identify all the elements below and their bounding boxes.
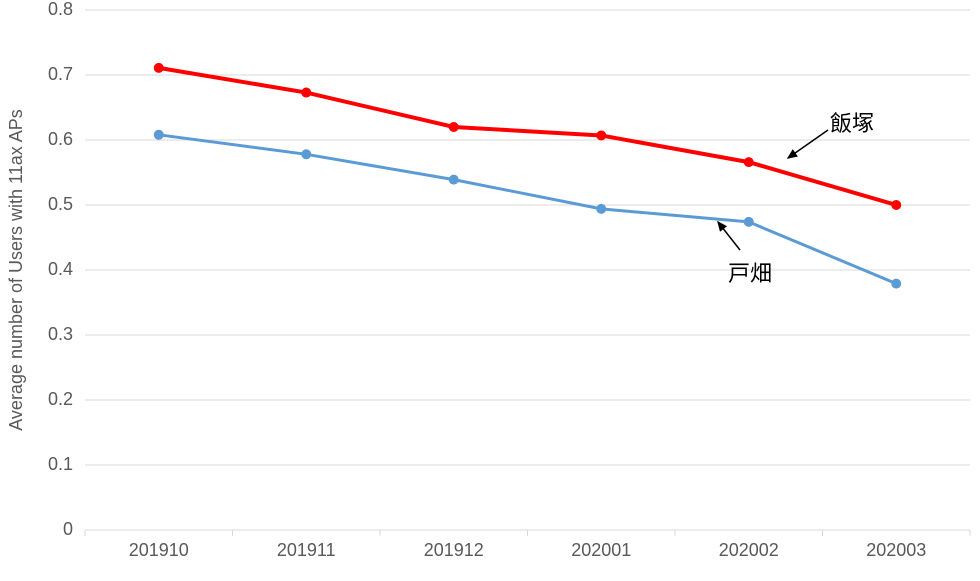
series-marker-tobata	[891, 279, 901, 289]
chart-annotations: 飯塚戸畑	[718, 111, 874, 286]
annotation-arrow	[788, 130, 828, 158]
x-tick-label: 202002	[719, 540, 779, 560]
x-tick-label: 201912	[424, 540, 484, 560]
series-marker-tobata	[301, 149, 311, 159]
annotation-label: 戸畑	[728, 261, 772, 286]
x-tick-label: 201911	[277, 540, 336, 560]
y-tick-label: 0.7	[48, 64, 73, 84]
y-tick-label: 0	[63, 519, 73, 539]
series-marker-iizuka	[449, 122, 459, 132]
y-tick-label: 0.8	[48, 0, 73, 19]
series-marker-iizuka	[596, 130, 606, 140]
series-marker-iizuka	[154, 63, 164, 73]
series-line-tobata	[159, 135, 897, 284]
series-line-iizuka	[159, 68, 897, 205]
series-marker-iizuka	[301, 88, 311, 98]
series-marker-tobata	[744, 217, 754, 227]
y-tick-label: 0.3	[48, 324, 73, 344]
x-tick-label: 202003	[866, 540, 926, 560]
annotation-arrow	[718, 222, 740, 250]
gridlines	[85, 10, 970, 530]
y-tick-label: 0.4	[48, 259, 73, 279]
y-tick-label: 0.6	[48, 129, 73, 149]
y-axis-ticks: 0 0.1 0.2 0.3 0.4 0.5 0.6 0.7 0.8	[48, 0, 73, 539]
series-marker-tobata	[449, 175, 459, 185]
x-tick-label: 202001	[571, 540, 631, 560]
series-marker-iizuka	[744, 157, 754, 167]
x-axis-ticks: 201910 201911 201912 202001 202002 202003	[129, 540, 927, 560]
line-chart: 00.10.20.30.40.50.60.70.8 20191020191120…	[0, 0, 980, 581]
x-axis-line	[85, 530, 970, 536]
y-tick-label: 0.2	[48, 389, 73, 409]
series-marker-tobata	[154, 130, 164, 140]
series-marker-iizuka	[891, 200, 901, 210]
x-tick-label: 201910	[129, 540, 189, 560]
chart-series	[154, 63, 902, 289]
y-tick-label: 0.5	[48, 194, 73, 214]
annotation-label: 飯塚	[830, 111, 874, 136]
y-tick-label: 0.1	[48, 454, 73, 474]
series-marker-tobata	[596, 204, 606, 214]
y-axis-title: Average number of Users with 11ax APs	[6, 109, 26, 431]
